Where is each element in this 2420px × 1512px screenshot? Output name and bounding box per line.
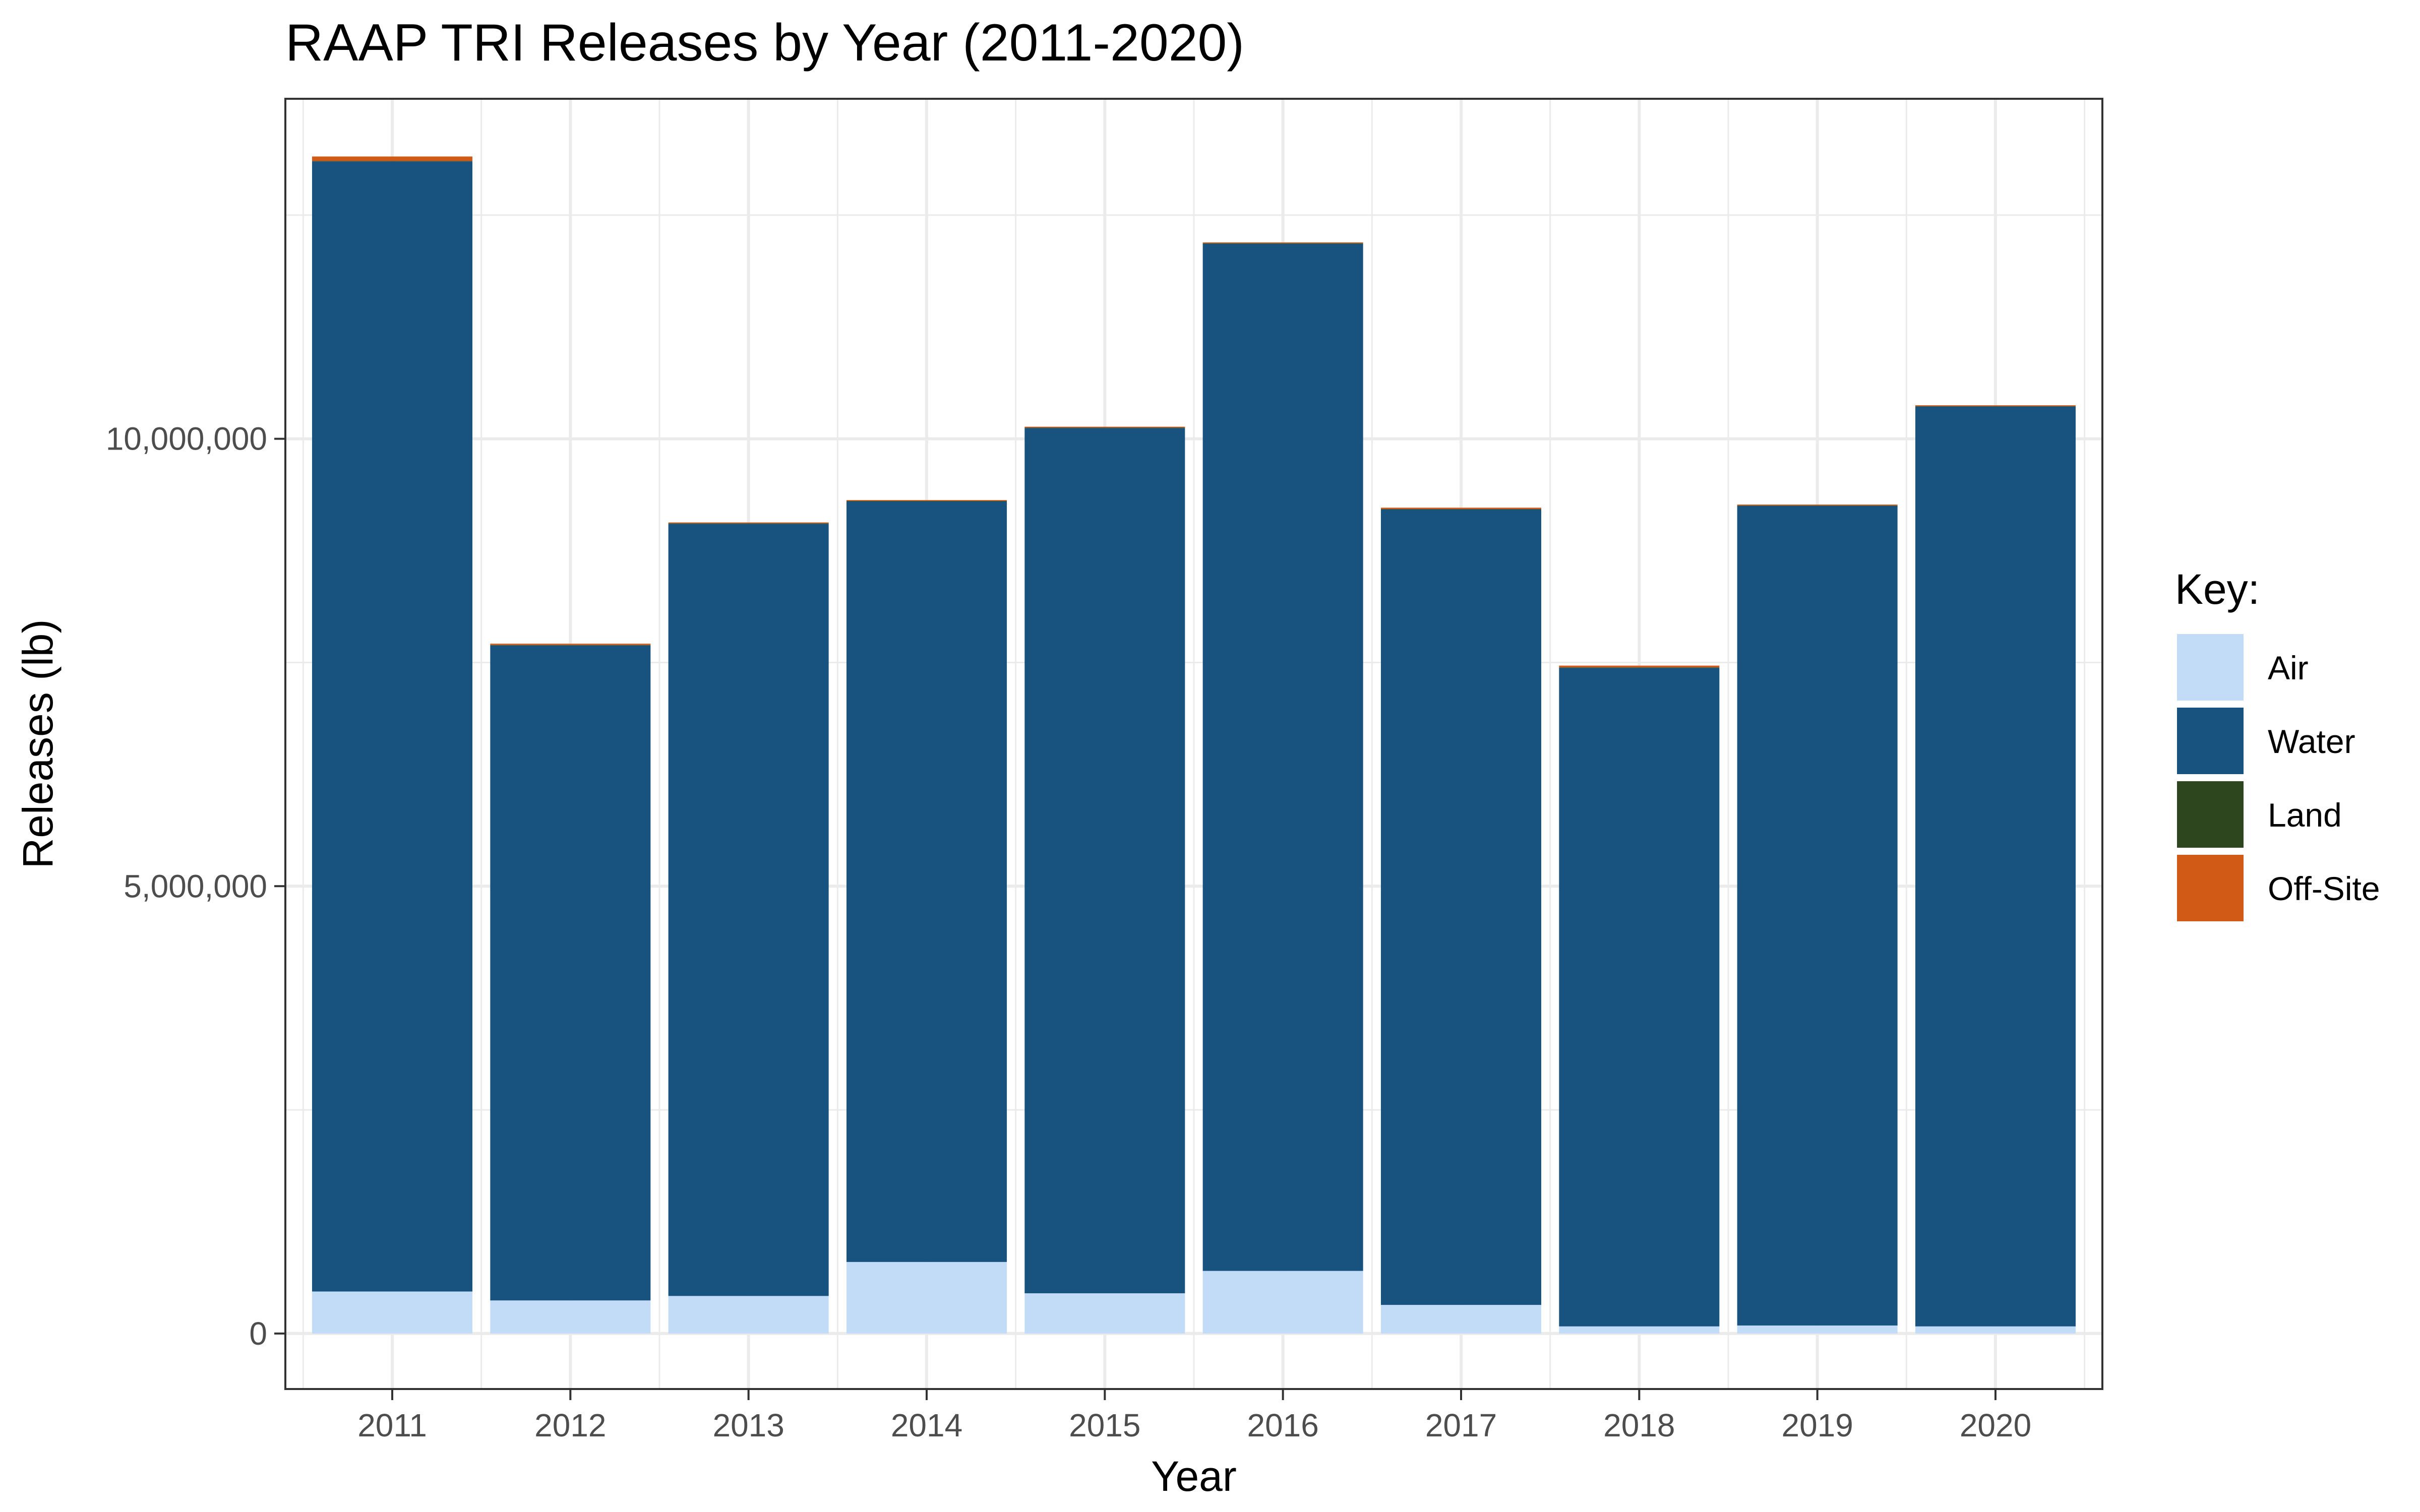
x-tick-label: 2018 [1603,1407,1675,1443]
bar-water-2016 [1202,243,1363,1271]
x-tick-label: 2019 [1781,1407,1853,1443]
legend-key-land [2177,781,2244,848]
x-tick-label: 2012 [534,1407,606,1443]
bar-off-site-2015 [1024,426,1185,428]
x-axis: 2011 2012 2013 2014 2015 2016 2017 2018 2019 2020 [357,1389,2031,1443]
bar-water-2020 [1915,406,2076,1327]
chart-title: RAAP TRI Releases by Year (2011-2020) [285,14,1244,72]
bar-air-2015 [1024,1293,1185,1334]
x-tick-label: 2016 [1247,1407,1318,1443]
legend-key-air [2177,634,2244,701]
x-tick-label: 2015 [1069,1407,1140,1443]
legend-label-air: Air [2268,649,2309,686]
bar-water-2014 [846,501,1007,1262]
panel-border [284,98,2103,1390]
bar-land-2012 [490,645,651,646]
legend-key-off-site [2177,855,2244,921]
bar-water-2013 [668,524,829,1296]
bar-air-2013 [668,1296,829,1334]
bar-off-site-2011 [312,156,472,161]
bar-air-2011 [312,1291,472,1334]
y-tick-label: 10,000,000 [106,421,267,457]
legend-label-water: Water [2268,723,2355,760]
legend-items: Air Water Land Off-Site [2177,634,2380,921]
bar-air-2017 [1381,1305,1541,1334]
bar-off-site-2013 [668,522,829,524]
x-tick-label: 2013 [712,1407,784,1443]
bar-air-2019 [1737,1325,1898,1334]
bar-land-2016 [1202,243,1363,244]
bar-water-2017 [1381,509,1541,1305]
bar-air-2014 [846,1262,1007,1334]
legend: Key: Air Water Land Off-Site [2175,565,2380,921]
bar-off-site-2019 [1737,505,1898,506]
bar-water-2019 [1737,506,1898,1326]
x-tick-label: 2020 [1960,1407,2031,1443]
bar-land-2020 [1915,406,2076,407]
bar-off-site-2012 [490,644,651,645]
bars [312,156,2076,1334]
minor-gridlines [285,99,2102,1389]
bar-off-site-2014 [846,500,1007,501]
bar-water-2015 [1024,428,1185,1294]
bar-off-site-2018 [1559,665,1720,668]
x-tick-label: 2011 [357,1407,427,1443]
bar-water-2011 [312,161,472,1292]
y-axis-title: Releases (lb) [14,619,62,869]
plot-panel [284,98,2103,1390]
bar-water-2012 [490,645,651,1301]
bar-water-2018 [1559,668,1720,1327]
bar-land-2013 [668,523,829,524]
bar-land-2015 [1024,427,1185,428]
bar-off-site-2017 [1381,508,1541,509]
legend-title: Key: [2175,565,2260,613]
x-tick-label: 2017 [1425,1407,1497,1443]
legend-key-water [2177,708,2244,774]
bar-land-2017 [1381,509,1541,510]
legend-label-land: Land [2268,796,2342,834]
y-tick-label: 5,000,000 [124,868,267,904]
bar-off-site-2016 [1202,242,1363,243]
bar-air-2018 [1559,1326,1720,1334]
bar-off-site-2020 [1915,405,2076,406]
bar-air-2020 [1915,1326,2076,1334]
x-tick-label: 2014 [891,1407,962,1443]
x-axis-title: Year [1151,1453,1237,1500]
legend-label-off-site: Off-Site [2268,870,2380,907]
y-tick-label: 0 [249,1315,267,1352]
bar-air-2012 [490,1300,651,1334]
bar-air-2016 [1202,1271,1363,1334]
y-axis: 0 5,000,000 10,000,000 [106,421,285,1352]
bar-land-2018 [1559,667,1720,668]
